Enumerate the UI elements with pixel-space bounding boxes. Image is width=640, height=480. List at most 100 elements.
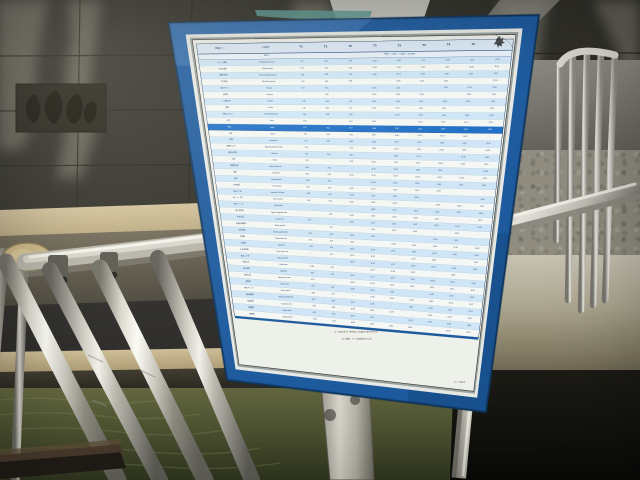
svg-text:16:10: 16:10 bbox=[495, 66, 499, 68]
svg-text:8:31: 8:31 bbox=[311, 279, 314, 281]
svg-text:14:09: 14:09 bbox=[433, 239, 437, 241]
svg-text:11:13: 11:13 bbox=[371, 263, 375, 265]
svg-text:13:41: 13:41 bbox=[438, 163, 442, 165]
svg-text:船場: 船場 bbox=[229, 138, 233, 141]
svg-text:12:47: 12:47 bbox=[416, 156, 420, 158]
svg-text:牛田: 牛田 bbox=[229, 132, 233, 135]
svg-text:13:54: 13:54 bbox=[443, 101, 447, 103]
svg-text:東部公民館: 東部公民館 bbox=[228, 151, 237, 154]
svg-text:T2: T2 bbox=[398, 43, 402, 47]
svg-text:8:45: 8:45 bbox=[326, 107, 329, 109]
svg-text:Shingo eki-mae: Shingo eki-mae bbox=[262, 68, 273, 70]
svg-text:12:17: 12:17 bbox=[391, 264, 395, 266]
svg-text:11:46: 11:46 bbox=[370, 303, 374, 305]
svg-text:15:17: 15:17 bbox=[450, 289, 454, 291]
svg-text:西部観光前: 西部観光前 bbox=[230, 164, 239, 167]
svg-text:南荘原: 南荘原 bbox=[246, 280, 251, 283]
svg-text:12:33: 12:33 bbox=[392, 230, 396, 232]
svg-text:13:01: 13:01 bbox=[412, 245, 416, 247]
svg-text:T1: T1 bbox=[299, 45, 303, 49]
svg-text:14:25: 14:25 bbox=[463, 143, 467, 145]
svg-text:15:59: 15:59 bbox=[493, 80, 497, 82]
svg-text:9:59: 9:59 bbox=[350, 161, 353, 163]
svg-text:15:35: 15:35 bbox=[495, 59, 499, 61]
svg-text:8:41: 8:41 bbox=[325, 88, 328, 90]
svg-text:8:28: 8:28 bbox=[310, 266, 313, 268]
svg-text:14:06: 14:06 bbox=[439, 149, 443, 151]
svg-text:8:50: 8:50 bbox=[327, 134, 330, 136]
svg-text:10:15: 10:15 bbox=[373, 60, 377, 62]
svg-text:14:43: 14:43 bbox=[461, 157, 465, 159]
svg-text:9:47: 9:47 bbox=[350, 154, 353, 156]
svg-text:Funegai: Funegai bbox=[266, 88, 272, 90]
svg-text:13:07: 13:07 bbox=[413, 224, 417, 226]
svg-text:11:14: 11:14 bbox=[372, 162, 376, 164]
svg-text:8:53: 8:53 bbox=[327, 141, 330, 143]
svg-text:10:33: 10:33 bbox=[373, 67, 377, 69]
svg-text:11:47: 11:47 bbox=[395, 128, 399, 130]
svg-text:12:01: 12:01 bbox=[394, 142, 398, 144]
svg-text:12:41: 12:41 bbox=[390, 278, 394, 280]
svg-text:13:59: 13:59 bbox=[430, 280, 434, 282]
svg-text:13:23: 13:23 bbox=[411, 272, 415, 274]
svg-text:14:55: 14:55 bbox=[431, 267, 435, 269]
svg-text:10:42: 10:42 bbox=[372, 148, 376, 150]
svg-text:11:45: 11:45 bbox=[396, 87, 400, 89]
svg-text:9:00: 9:00 bbox=[327, 154, 330, 156]
svg-text:Chuo ichiba-mae: Chuo ichiba-mae bbox=[276, 251, 288, 253]
svg-text:15:24: 15:24 bbox=[460, 178, 464, 180]
svg-text:Fujiha: Fujiha bbox=[270, 127, 274, 129]
svg-text:13:46: 13:46 bbox=[437, 184, 441, 186]
svg-text:8:00: 8:00 bbox=[305, 167, 308, 169]
svg-text:南部軋事務所: 南部軋事務所 bbox=[236, 222, 246, 225]
svg-text:8:48: 8:48 bbox=[326, 114, 329, 116]
svg-text:7:54: 7:54 bbox=[304, 147, 307, 149]
svg-text:7:46: 7:46 bbox=[303, 114, 306, 116]
svg-text:9:14: 9:14 bbox=[330, 247, 333, 249]
svg-text:東湾公園: 東湾公園 bbox=[244, 274, 251, 277]
svg-text:12:31: 12:31 bbox=[391, 251, 395, 253]
svg-text:10:47: 10:47 bbox=[351, 315, 355, 317]
svg-text:14:04: 14:04 bbox=[435, 211, 439, 213]
svg-text:7:33: 7:33 bbox=[301, 74, 304, 76]
svg-text:9:46: 9:46 bbox=[349, 114, 352, 116]
svg-text:Shinbashi-cho: Shinbashi-cho bbox=[283, 316, 293, 318]
svg-text:Chuou koen: Chuou koen bbox=[275, 218, 283, 220]
svg-text:Shinju 2-chome: Shinju 2-chome bbox=[277, 258, 288, 260]
svg-text:11:45: 11:45 bbox=[394, 155, 398, 157]
svg-text:13:15: 13:15 bbox=[411, 265, 415, 267]
svg-text:15:47: 15:47 bbox=[453, 254, 457, 256]
svg-text:Fundai: Fundai bbox=[268, 107, 273, 109]
svg-text:11:00: 11:00 bbox=[372, 108, 376, 110]
svg-text:11:29: 11:29 bbox=[370, 317, 374, 319]
svg-text:12:29: 12:29 bbox=[417, 149, 421, 151]
svg-text:11:53: 11:53 bbox=[397, 74, 401, 76]
svg-text:13:45: 13:45 bbox=[445, 73, 449, 75]
svg-text:15:04: 15:04 bbox=[449, 296, 453, 298]
svg-text:14:27: 14:27 bbox=[464, 122, 468, 124]
svg-text:11:48: 11:48 bbox=[395, 135, 399, 137]
svg-text:13:06: 13:06 bbox=[413, 217, 417, 219]
svg-text:7:48: 7:48 bbox=[303, 121, 306, 123]
svg-text:Honmachi 2-chome: Honmachi 2-chome bbox=[271, 192, 285, 194]
svg-text:10:25: 10:25 bbox=[372, 94, 376, 96]
svg-text:7:53: 7:53 bbox=[304, 140, 307, 142]
svg-text:13:49: 13:49 bbox=[432, 253, 436, 255]
svg-text:13:39: 13:39 bbox=[436, 205, 440, 207]
svg-text:14:33: 14:33 bbox=[462, 150, 466, 152]
svg-text:12:17: 12:17 bbox=[421, 60, 425, 62]
svg-text:8:29: 8:29 bbox=[311, 273, 314, 275]
svg-text:11:06: 11:06 bbox=[372, 128, 376, 130]
svg-text:新水: 新水 bbox=[228, 125, 232, 128]
svg-text:11:16: 11:16 bbox=[371, 229, 375, 231]
svg-text:14:11: 14:11 bbox=[437, 191, 441, 193]
svg-text:12:48: 12:48 bbox=[391, 271, 395, 273]
svg-text:11:28: 11:28 bbox=[371, 249, 375, 251]
svg-text:11:39: 11:39 bbox=[396, 81, 400, 83]
svg-text:北逆河原: 北逆河原 bbox=[239, 229, 246, 232]
svg-text:9:11: 9:11 bbox=[330, 241, 333, 243]
svg-text:11:20: 11:20 bbox=[371, 189, 375, 191]
svg-text:15:35: 15:35 bbox=[488, 129, 492, 131]
svg-text:12:28: 12:28 bbox=[418, 122, 422, 124]
svg-text:11:40: 11:40 bbox=[370, 283, 374, 285]
